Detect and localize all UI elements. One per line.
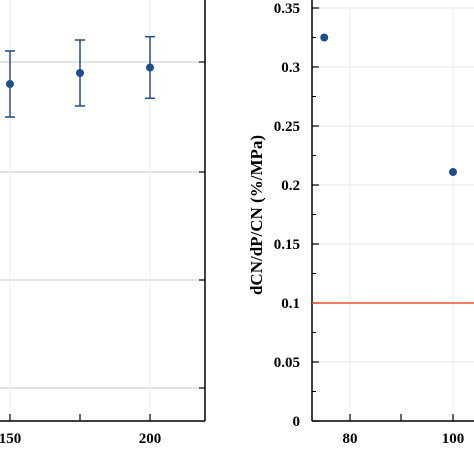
right-y-axis-label: dCN/dP/CN (%/MPa) (247, 135, 266, 295)
data-point (320, 33, 329, 42)
left-ticks (9, 61, 205, 421)
right-x-tick-label: 100 (442, 431, 465, 447)
right-chart: 0 0.05 0.1 0.15 0.2 0.25 0.3 0.35 80 100 dCN/dP… (247, 0, 474, 447)
left-gridlines (0, 0, 205, 421)
right-y-tick-label: 0.05 (274, 355, 300, 371)
right-y-tick-labels: 0 0.05 0.1 0.15 0.2 0.25 0.3 0.35 (274, 1, 300, 430)
left-x-tick-label: 150 (0, 431, 21, 447)
right-gridlines (312, 7, 474, 421)
right-ticks (312, 7, 454, 422)
right-y-tick-label: 0 (293, 414, 301, 430)
data-point (146, 63, 154, 72)
right-y-tick-label: 0.35 (274, 1, 300, 17)
right-x-tick-label: 80 (343, 431, 358, 447)
left-x-tick-label: 200 (139, 431, 162, 447)
data-point (449, 168, 457, 177)
left-chart: 150 200 (0, 0, 206, 447)
data-point (76, 69, 84, 77)
right-y-tick-label: 0.1 (281, 296, 300, 312)
right-y-tick-label: 0.3 (281, 60, 300, 76)
left-points (5, 35, 155, 118)
data-point (6, 80, 14, 88)
right-y-tick-label: 0.15 (274, 237, 300, 253)
right-y-tick-label: 0.25 (274, 119, 300, 135)
right-y-tick-label: 0.2 (281, 178, 300, 194)
right-points (320, 33, 457, 177)
